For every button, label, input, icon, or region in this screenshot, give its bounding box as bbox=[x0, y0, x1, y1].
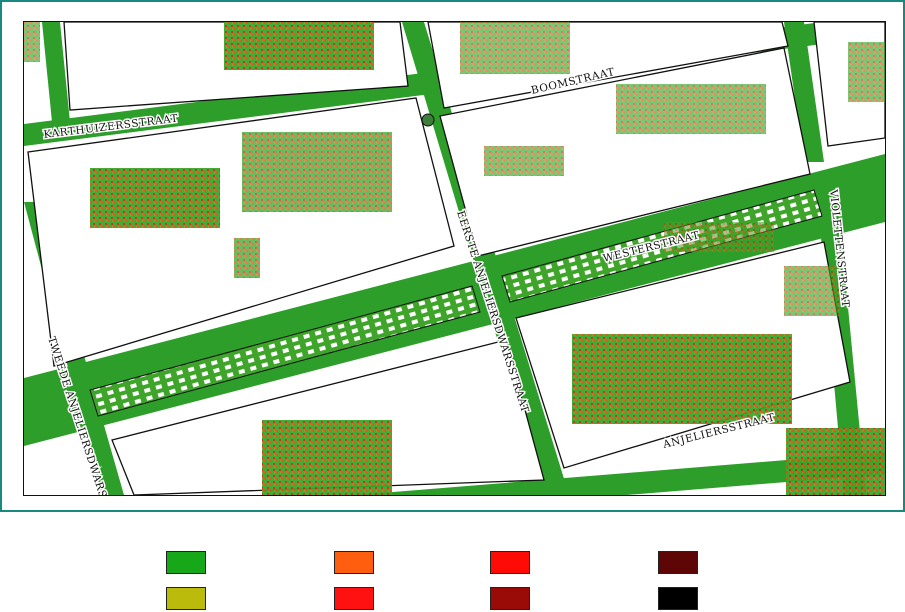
junction-marker bbox=[421, 113, 435, 127]
vegetation-patches bbox=[24, 22, 885, 495]
road-eerste-anjeliersdwarsstraat bbox=[402, 22, 569, 495]
legend-swatch bbox=[334, 551, 374, 574]
block-southwest bbox=[111, 339, 545, 495]
legend-swatch bbox=[166, 587, 206, 610]
legend-swatch bbox=[490, 587, 530, 610]
road-anjeliersstraat bbox=[356, 452, 885, 495]
map-canvas[interactable]: KARTHUIZERSSTRAAT BOOMSTRAAT WESTERSTRAA… bbox=[23, 21, 886, 496]
road-medians bbox=[89, 189, 823, 417]
legend-swatch bbox=[334, 587, 374, 610]
legend-swatch bbox=[658, 587, 698, 610]
legend-swatch bbox=[166, 551, 206, 574]
map-frame: KARTHUIZERSSTRAAT BOOMSTRAAT WESTERSTRAA… bbox=[0, 0, 905, 512]
legend-swatch bbox=[490, 551, 530, 574]
legend-swatch bbox=[658, 551, 698, 574]
